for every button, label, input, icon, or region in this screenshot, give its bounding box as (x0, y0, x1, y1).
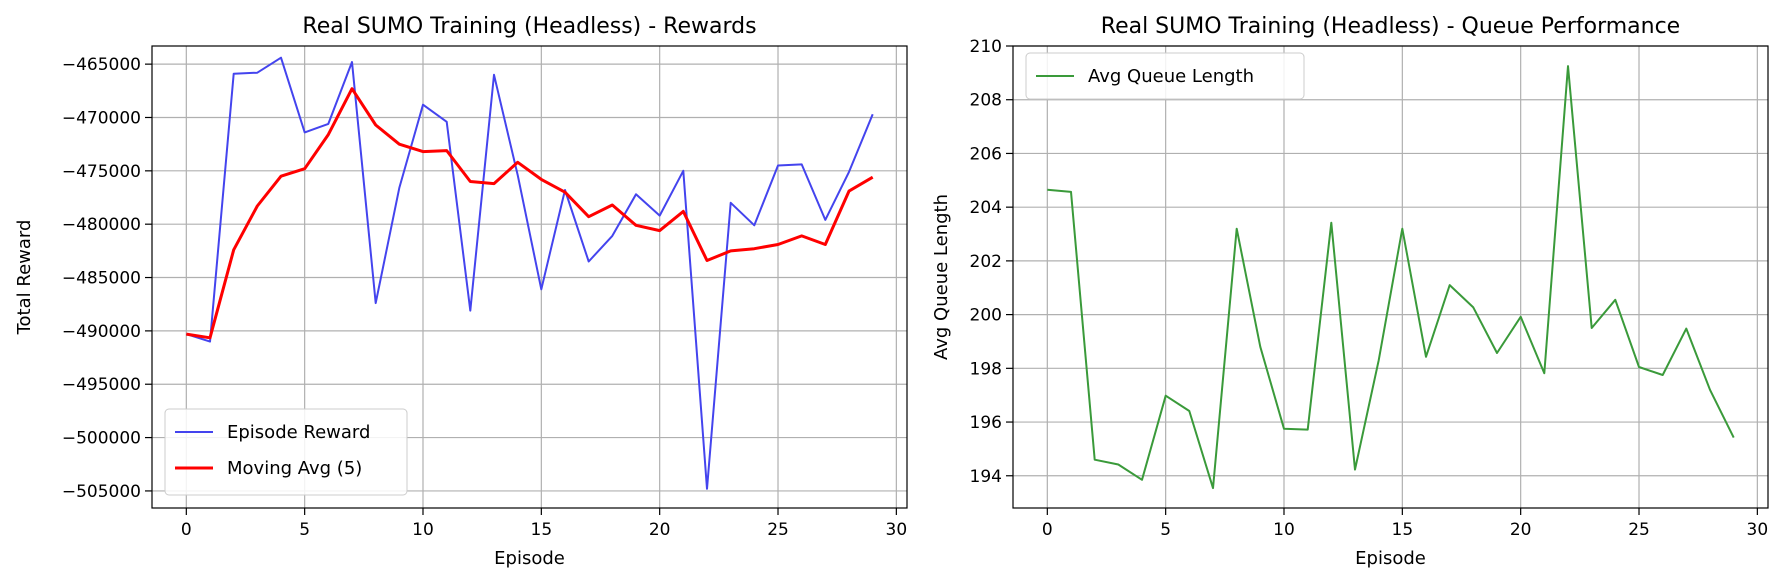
queue-xtick-label: 30 (1747, 520, 1769, 540)
rewards-chart-ticks: 0 5 10 15 20 25 30 −505000 −500000 −495000 −490000… (62, 55, 907, 540)
rewards-xtick-label: 20 (649, 520, 671, 540)
rewards-chart: Real SUMO Training (Headless) - Rewards … (14, 14, 908, 569)
queue-ytick-label: 202 (970, 252, 1002, 272)
queue-chart-ticks: 0 5 10 15 20 25 30 194 196 198 200 202 204 206 208 210 (970, 37, 1769, 540)
queue-legend-label-0: Avg Queue Length (1088, 66, 1254, 87)
rewards-series-line-1 (186, 87, 874, 340)
rewards-chart-title: Real SUMO Training (Headless) - Rewards (302, 14, 756, 39)
queue-chart: Real SUMO Training (Headless) - Queue Pe… (931, 14, 1769, 569)
rewards-ytick-label: −505000 (62, 482, 141, 502)
queue-ytick-label: 204 (970, 198, 1002, 218)
queue-xtick-label: 10 (1273, 520, 1295, 540)
queue-chart-title: Real SUMO Training (Headless) - Queue Pe… (1101, 14, 1680, 39)
queue-chart-legend: Avg Queue Length (1025, 52, 1305, 100)
queue-chart-series (1047, 65, 1735, 490)
rewards-legend-label-1: Moving Avg (5) (227, 458, 362, 479)
rewards-ytick-label: −485000 (62, 269, 141, 289)
rewards-ytick-label: −475000 (62, 162, 141, 182)
queue-ytick-label: 206 (970, 144, 1002, 164)
queue-chart-ylabel: Avg Queue Length (931, 194, 952, 360)
queue-ytick-label: 196 (970, 413, 1002, 433)
rewards-xtick-label: 10 (412, 520, 434, 540)
queue-ytick-label: 208 (970, 91, 1002, 111)
queue-chart-grid (1013, 45, 1768, 508)
queue-chart-xlabel: Episode (1355, 548, 1426, 569)
rewards-ytick-label: −470000 (62, 108, 141, 128)
queue-ytick-label: 194 (970, 467, 1002, 487)
queue-ytick-label: 200 (970, 306, 1002, 326)
queue-xtick-label: 20 (1510, 520, 1532, 540)
rewards-chart-xlabel: Episode (494, 548, 565, 569)
rewards-xtick-label: 30 (886, 520, 908, 540)
rewards-xtick-label: 0 (181, 520, 192, 540)
rewards-ytick-label: −490000 (62, 322, 141, 342)
queue-xtick-label: 5 (1160, 520, 1171, 540)
queue-ytick-label: 210 (970, 37, 1002, 57)
rewards-chart-series (185, 56, 874, 490)
rewards-chart-ylabel: Total Reward (14, 220, 35, 336)
rewards-legend-box (164, 408, 408, 496)
rewards-xtick-label: 15 (531, 520, 553, 540)
queue-chart-frame (1012, 45, 1769, 509)
queue-series-line-0 (1047, 65, 1735, 490)
queue-xtick-label: 0 (1042, 520, 1053, 540)
rewards-xtick-label: 25 (767, 520, 789, 540)
rewards-ytick-label: −465000 (62, 55, 141, 75)
rewards-series-line-0 (185, 56, 874, 490)
queue-legend-box (1025, 52, 1305, 100)
queue-xtick-label: 15 (1392, 520, 1414, 540)
rewards-ytick-label: −495000 (62, 375, 141, 395)
rewards-chart-legend: Episode Reward Moving Avg (5) (164, 408, 408, 496)
rewards-ytick-label: −480000 (62, 215, 141, 235)
queue-xtick-label: 25 (1628, 520, 1650, 540)
rewards-ytick-label: −500000 (62, 429, 141, 449)
rewards-xtick-label: 5 (299, 520, 310, 540)
rewards-legend-label-0: Episode Reward (227, 422, 370, 443)
queue-ytick-label: 198 (970, 359, 1002, 379)
